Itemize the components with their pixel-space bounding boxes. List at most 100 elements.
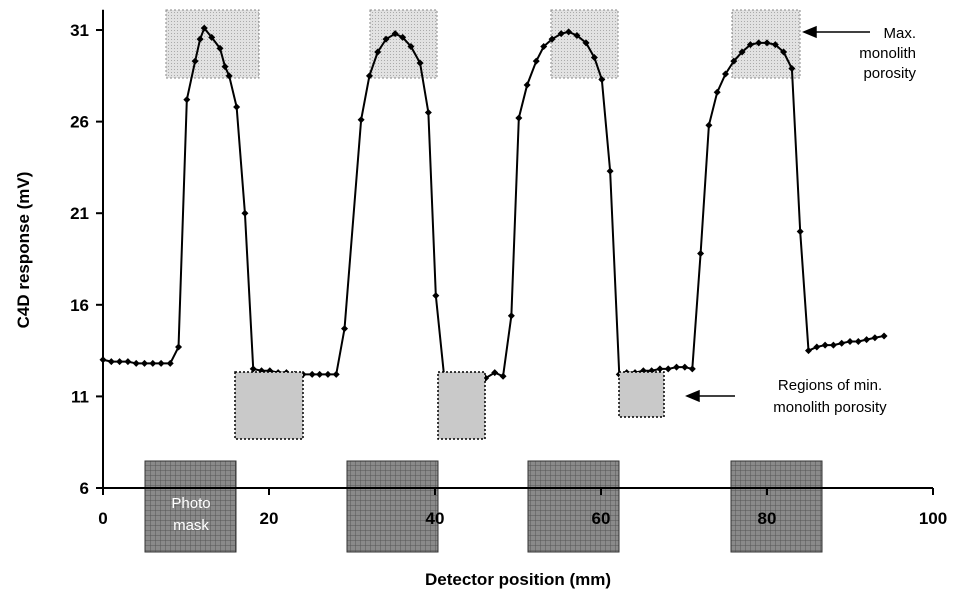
data-point — [813, 343, 821, 351]
axes: 6 11 16 21 26 31 0 20 40 60 80 100 Detector position… — [14, 9, 947, 589]
data-point — [829, 341, 837, 349]
data-point — [491, 369, 499, 377]
data-point — [863, 336, 871, 344]
x-tick-label: 60 — [592, 509, 611, 528]
y-axis-label: C4D response (mV) — [14, 172, 33, 329]
data-point — [697, 250, 705, 258]
data-point — [391, 30, 399, 38]
data-point — [382, 35, 390, 43]
data-point — [316, 370, 324, 378]
porosity-box — [234, 371, 304, 440]
x-tick-label: 80 — [758, 509, 777, 528]
data-point — [738, 48, 746, 56]
data-point — [523, 81, 531, 89]
data-point — [780, 48, 788, 56]
data-point — [854, 337, 862, 345]
data-point — [705, 121, 713, 129]
porosity-box — [618, 371, 665, 418]
data-line — [102, 26, 885, 380]
data-point — [407, 43, 415, 51]
data-point — [805, 347, 812, 355]
data-point — [746, 41, 754, 49]
data-point — [141, 359, 148, 367]
data-point — [573, 32, 581, 40]
data-point — [821, 341, 829, 349]
porosity-box — [369, 9, 438, 79]
data-point — [664, 365, 672, 373]
plot-area — [99, 24, 888, 382]
data-point — [788, 64, 796, 72]
data-point — [175, 343, 183, 351]
data-point — [565, 28, 573, 36]
data-point — [598, 75, 606, 83]
data-point — [548, 35, 556, 43]
photo-masks — [144, 460, 823, 553]
data-point — [681, 363, 689, 371]
data-point — [216, 44, 224, 52]
data-point — [132, 359, 140, 367]
arrow-head — [802, 25, 817, 39]
data-point — [582, 39, 590, 47]
x-tick-label: 0 — [98, 509, 107, 528]
data-point — [838, 339, 846, 347]
data-point — [416, 59, 424, 67]
annotation: porosity — [863, 65, 916, 82]
data-point — [116, 358, 124, 366]
data-point — [730, 57, 738, 65]
data-point — [357, 116, 365, 124]
data-point — [507, 312, 515, 320]
data-point — [399, 33, 407, 41]
photo-mask — [144, 460, 237, 553]
data-point — [241, 209, 249, 217]
data-point — [124, 358, 132, 366]
data-point — [688, 365, 696, 373]
data-point — [755, 39, 763, 47]
photo-mask — [730, 460, 823, 553]
data-point — [656, 365, 664, 373]
data-point — [673, 363, 681, 371]
data-point — [107, 358, 115, 366]
data-point — [374, 48, 382, 56]
x-tick-label: 40 — [426, 509, 445, 528]
data-point — [713, 88, 721, 96]
y-tick-label: 21 — [70, 204, 89, 223]
annotation: monolith porosity — [773, 399, 887, 416]
arrow-head — [685, 389, 700, 403]
data-point — [365, 72, 373, 80]
photo-mask — [527, 460, 620, 553]
data-point — [846, 337, 854, 345]
y-tick-label: 6 — [80, 479, 89, 498]
data-point — [341, 325, 349, 333]
data-point — [763, 39, 771, 47]
data-point — [590, 53, 598, 61]
data-point — [557, 30, 565, 38]
min-porosity-regions — [234, 371, 665, 440]
y-tick-label: 16 — [70, 296, 89, 315]
data-point — [233, 103, 241, 111]
data-point — [424, 108, 432, 116]
data-point — [149, 359, 157, 367]
data-point — [225, 72, 233, 80]
x-tick-label: 100 — [919, 509, 947, 528]
annotation: Regions of min. — [778, 377, 882, 394]
arrows — [685, 25, 870, 403]
data-point — [540, 43, 548, 51]
data-point — [249, 365, 257, 373]
annotation: Photo — [171, 495, 210, 512]
data-point — [324, 370, 332, 378]
data-point — [606, 167, 614, 175]
max-porosity-regions — [165, 9, 801, 79]
data-point — [157, 359, 165, 367]
data-point — [532, 57, 540, 65]
porosity-box — [165, 9, 260, 79]
data-point — [191, 57, 199, 65]
x-tick-label: 20 — [260, 509, 279, 528]
annotation: mask — [173, 517, 209, 534]
photo-mask — [346, 460, 439, 553]
data-point — [221, 63, 229, 71]
data-point — [880, 332, 888, 340]
annotation: monolith — [859, 45, 916, 62]
y-tick-label: 26 — [70, 113, 89, 132]
data-point — [722, 70, 729, 78]
data-point — [332, 370, 340, 378]
